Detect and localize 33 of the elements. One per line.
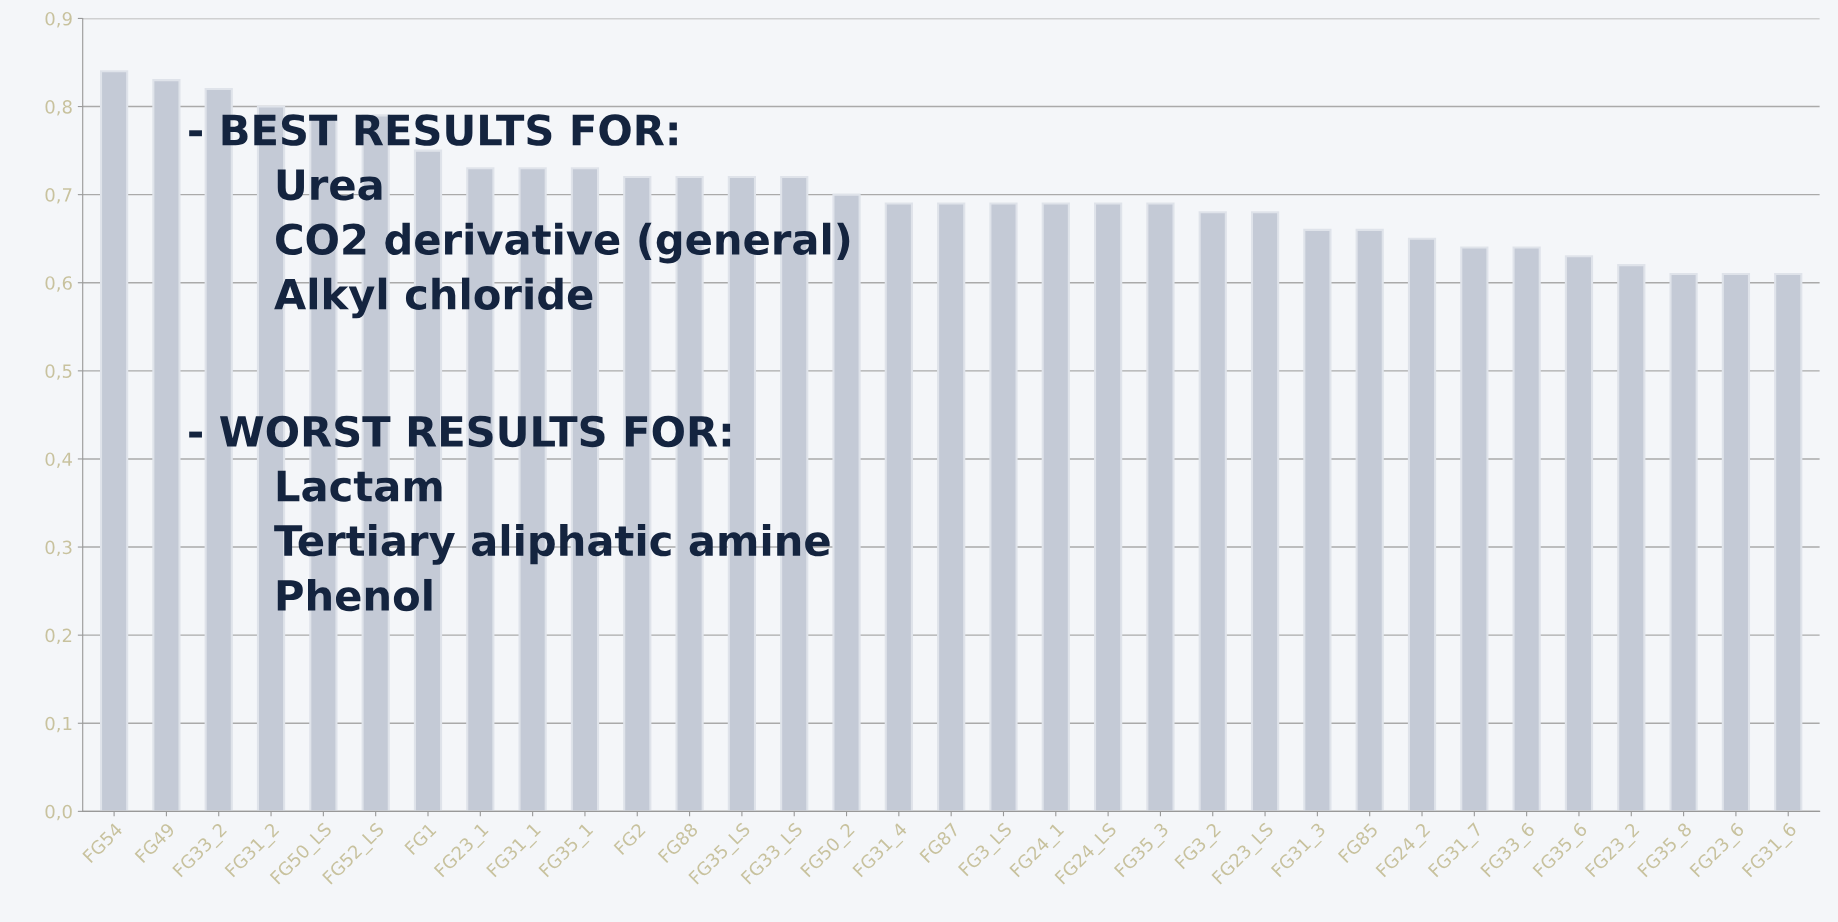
y-tick-label: 0,2: [45, 628, 72, 645]
y-tick-label: 0,0: [45, 804, 72, 821]
bar: [937, 202, 966, 812]
annotation: - BEST RESULTS FOR: Urea CO2 derivative (general) Alkyl chloride: [189, 114, 850, 319]
x-tick-label: FG1: [404, 822, 437, 856]
bar: [1460, 246, 1489, 812]
bar: [1146, 202, 1175, 812]
bar: [1355, 228, 1384, 812]
bar: [884, 202, 913, 812]
y-tick-label: 0,5: [45, 364, 72, 380]
y-tick-label: 0,8: [45, 100, 72, 116]
bar: [989, 202, 1018, 812]
bar: [1774, 272, 1803, 812]
bar: [152, 79, 181, 812]
bar: [1407, 237, 1437, 812]
bar: [1303, 228, 1332, 812]
bar: [1512, 246, 1541, 812]
y-tick-label: 0,9: [45, 11, 72, 28]
y-tick-label: 0,6: [45, 276, 72, 292]
bar: [1721, 272, 1751, 812]
y-tick-label: 0,1: [45, 716, 72, 733]
y-tick-label: 0,4: [45, 452, 72, 468]
y-tick-label: 0,7: [45, 188, 72, 204]
bar: [1564, 255, 1594, 812]
bar: [1041, 202, 1070, 812]
bar: [1094, 202, 1123, 812]
annotation: - WORST RESULTS FOR: Lactam Tertiary aliphatic amine Phenol: [189, 415, 830, 612]
bar: [1617, 264, 1646, 812]
bar: [1198, 211, 1227, 812]
bar: [1250, 211, 1280, 812]
bar: [1669, 272, 1698, 812]
bar: [99, 70, 129, 812]
y-tick-label: 0,3: [45, 540, 72, 557]
